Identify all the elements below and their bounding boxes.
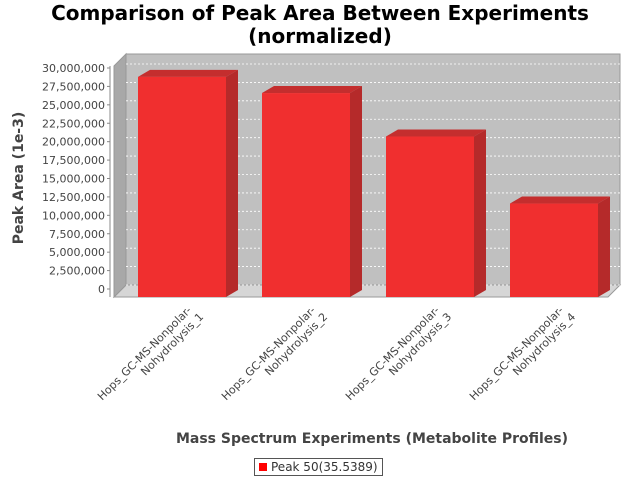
- y-tick-label: 15,000,000: [42, 173, 105, 186]
- y-tick-label: 12,500,000: [42, 191, 105, 204]
- bar: [386, 129, 486, 297]
- bar-front: [262, 93, 350, 298]
- y-axis: 0 2,500,000 5,000,000 7,500,000 10,000,000 12…: [42, 62, 111, 297]
- x-tick-label-line: Hops_GC-MS-Nonpolar-: [467, 304, 566, 403]
- x-tick-label: Hops_GC-MS-Nonpolar-Nohydrolysis_2: [219, 301, 330, 412]
- legend-label: Peak 50(35.5389): [271, 460, 378, 474]
- bar-side: [598, 196, 610, 297]
- y-tick-label: 22,500,000: [42, 117, 105, 130]
- bar: [138, 69, 238, 297]
- bar-top: [262, 86, 362, 94]
- legend-swatch: [259, 463, 267, 471]
- y-axis-label: Peak Area (1e-3): [11, 111, 27, 245]
- x-tick-label: Hops_GC-MS-Nonpolar-Nohydrolysis_3: [343, 301, 454, 412]
- x-axis-label: Mass Spectrum Experiments (Metabolite Pr…: [175, 431, 569, 447]
- bar-side: [226, 69, 238, 297]
- y-tick-label: 27,500,000: [42, 80, 105, 93]
- chart-title: Comparison of Peak Area Between Experime…: [0, 2, 640, 48]
- y-tick-label: 2,500,000: [49, 265, 105, 278]
- y-tick-label: 10,000,000: [42, 209, 105, 222]
- bar-front: [386, 136, 474, 297]
- y-tick-label: 20,000,000: [42, 136, 105, 149]
- x-tick-label: Hops_GC-MS-Nonpolar-Nohydrolysis_4: [467, 301, 578, 412]
- bar-side: [350, 86, 362, 298]
- bars: [138, 69, 610, 298]
- bar-top: [510, 196, 610, 204]
- y-tick-label: 0: [98, 283, 105, 296]
- y-tick-label: 17,500,000: [42, 154, 105, 167]
- bar-front: [138, 76, 226, 297]
- bar-side: [474, 129, 486, 297]
- plot-side-wall: [113, 52, 127, 299]
- bar: [262, 86, 362, 298]
- y-tick-label: 7,500,000: [49, 228, 105, 241]
- bar-top: [138, 69, 238, 77]
- legend: Peak 50(35.5389): [254, 458, 383, 476]
- chart-title-line2: (normalized): [248, 24, 392, 48]
- y-tick-label: 30,000,000: [42, 62, 105, 75]
- bar-front: [510, 203, 598, 297]
- x-tick-label: Hops_GC-MS-Nonpolar-Nohydrolysis_1: [95, 301, 206, 412]
- x-tick-label-line: Hops_GC-MS-Nonpolar-: [343, 304, 442, 403]
- chart-title-line1: Comparison of Peak Area Between Experime…: [51, 1, 589, 25]
- x-axis: Hops_GC-MS-Nonpolar-Nohydrolysis_1 Hops_G…: [95, 301, 578, 412]
- y-tick-label: 25,000,000: [42, 99, 105, 112]
- bar-top: [386, 129, 486, 137]
- y-tick-label: 5,000,000: [49, 246, 105, 259]
- bar: [510, 196, 610, 297]
- x-tick-label-line: Hops_GC-MS-Nonpolar-: [95, 304, 194, 403]
- x-tick-label-line: Hops_GC-MS-Nonpolar-: [219, 304, 318, 403]
